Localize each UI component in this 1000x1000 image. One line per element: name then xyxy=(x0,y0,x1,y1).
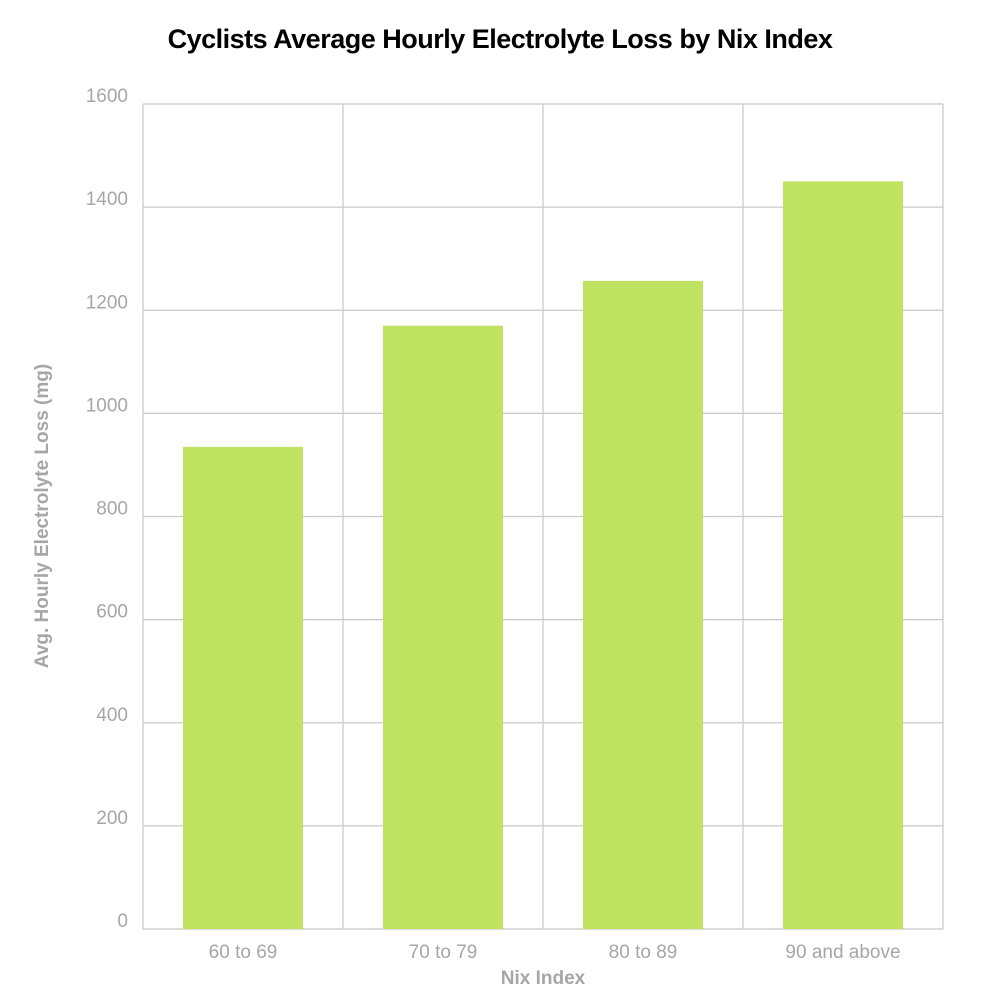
y-tick-label: 1600 xyxy=(86,86,128,107)
bars xyxy=(183,181,903,929)
chart-title: Cyclists Average Hourly Electrolyte Loss… xyxy=(167,24,833,54)
y-tick-label: 1000 xyxy=(86,395,128,416)
x-tick-label: 70 to 79 xyxy=(409,942,478,963)
x-tick-labels: 60 to 69 70 to 79 80 to 89 90 and above xyxy=(209,942,901,963)
y-tick-label: 600 xyxy=(96,602,128,623)
bar xyxy=(783,181,903,929)
bar xyxy=(383,325,503,929)
y-axis-label: Avg. Hourly Electrolyte Loss (mg) xyxy=(32,364,53,668)
x-tick-label: 80 to 89 xyxy=(609,942,678,963)
y-tick-labels: 0 200 400 600 800 1000 1200 1400 1600 xyxy=(86,86,128,932)
x-axis-label: Nix Index xyxy=(501,968,586,989)
y-tick-label: 400 xyxy=(96,705,128,726)
y-tick-label: 800 xyxy=(96,499,128,520)
y-tick-label: 1200 xyxy=(86,292,128,313)
y-tick-label: 0 xyxy=(117,911,128,932)
y-tick-label: 1400 xyxy=(86,189,128,210)
bar xyxy=(583,280,703,929)
y-tick-label: 200 xyxy=(96,808,128,829)
x-tick-label: 60 to 69 xyxy=(209,942,278,963)
bar xyxy=(183,446,303,929)
x-tick-label: 90 and above xyxy=(785,942,900,963)
